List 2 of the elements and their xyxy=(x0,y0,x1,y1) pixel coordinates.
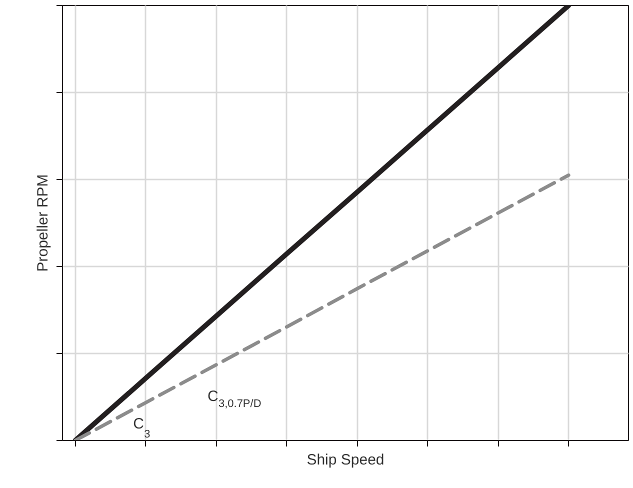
x-axis-title: Ship Speed xyxy=(306,452,384,468)
y-axis-title: Propeller RPM xyxy=(34,174,52,272)
